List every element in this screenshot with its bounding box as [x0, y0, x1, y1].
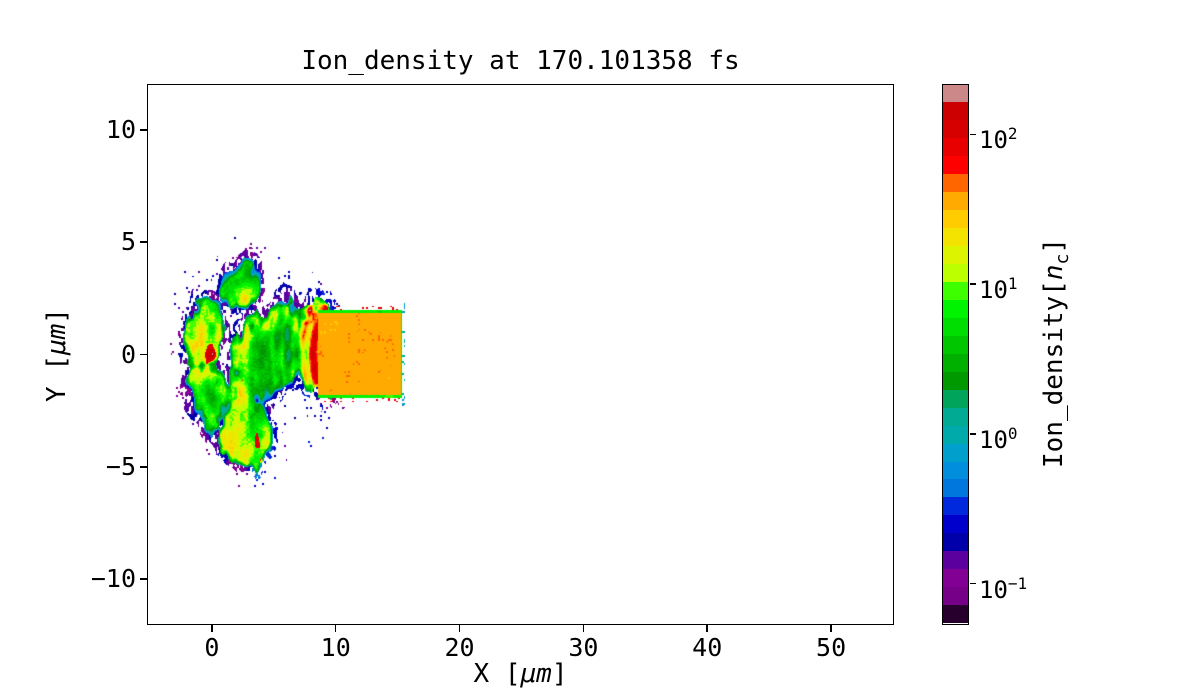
colorbar-tick-label: 10−1: [979, 573, 1028, 604]
y-tick: [140, 466, 147, 468]
x-tick: [458, 625, 461, 632]
plot-title: Ion_density at 170.101358 fs: [301, 46, 740, 76]
colorbar-band: [942, 299, 968, 318]
y-tick: [140, 578, 147, 580]
colorbar-band: [942, 533, 968, 552]
colorbar-band: [942, 102, 968, 121]
x-axis-label-pre: X [: [473, 659, 521, 689]
colorbar-band: [942, 317, 968, 336]
colorbar-band: [942, 425, 968, 444]
heatmap-canvas: [147, 84, 893, 624]
colorbar-band: [942, 461, 968, 480]
y-axis-label-post: ]: [42, 308, 72, 324]
y-tick: [140, 241, 147, 243]
colorbar-band: [942, 551, 968, 570]
colorbar-label: Ion_density[nc]: [1039, 238, 1073, 468]
colorbar-band: [942, 335, 968, 354]
colorbar-band: [942, 353, 968, 372]
y-tick: [140, 353, 147, 356]
colorbar-tick: [969, 283, 976, 285]
x-tick-label: 20: [444, 633, 475, 662]
colorbar-label-pre: Ion_density[: [1038, 280, 1069, 468]
colorbar-band: [942, 443, 968, 462]
colorbar-tick-label: 102: [979, 124, 1018, 155]
colorbar-tick-label: 100: [979, 423, 1018, 454]
y-axis-label-pre: Y [: [42, 355, 72, 402]
x-axis-label-math: μm: [520, 659, 552, 689]
colorbar-band: [942, 281, 968, 300]
x-axis-label: X [μm]: [148, 659, 893, 689]
colorbar-tick-label: 101: [979, 274, 1018, 305]
x-tick: [582, 625, 585, 632]
colorbar-label-post: ]: [1038, 238, 1069, 254]
x-tick: [334, 625, 337, 632]
y-tick: [140, 129, 147, 131]
y-axis-label: Y [μm]: [42, 308, 72, 402]
x-tick-label: 50: [816, 633, 847, 662]
x-tick-label: 30: [568, 633, 599, 662]
colorbar-band: [942, 264, 968, 282]
x-tick: [211, 625, 213, 632]
x-tick-label: 0: [204, 633, 220, 662]
y-tick-label: −10: [90, 564, 136, 594]
colorbar-band: [942, 569, 968, 588]
x-tick-label: 40: [692, 633, 723, 662]
colorbar-band: [942, 156, 968, 175]
colorbar-band: [942, 192, 968, 211]
y-tick-label: 5: [120, 227, 136, 257]
colorbar-label-sub: c: [1052, 253, 1074, 265]
colorbar-band: [942, 389, 968, 408]
x-axis-label-post: ]: [551, 659, 568, 689]
colorbar-band: [942, 174, 968, 193]
colorbar-band: [942, 371, 968, 390]
colorbar-tick: [969, 433, 976, 435]
x-tick: [706, 625, 708, 632]
colorbar-band: [942, 120, 968, 139]
y-axis-label-math: μm: [42, 323, 72, 355]
colorbar-band: [942, 497, 968, 516]
plot-area: [146, 83, 894, 625]
colorbar-band: [942, 479, 968, 498]
colorbar-tick: [969, 582, 976, 585]
x-tick: [830, 625, 832, 632]
colorbar-tick: [969, 133, 976, 136]
colorbar-band: [942, 407, 968, 426]
y-tick-label: 0: [120, 339, 136, 369]
colorbar-band: [942, 138, 968, 157]
y-tick-label: −5: [105, 451, 136, 481]
colorbar: [941, 83, 969, 625]
colorbar-band: [942, 605, 968, 624]
colorbar-band: [942, 587, 968, 606]
colorbar-band: [942, 515, 968, 534]
colorbar-label-var: n: [1038, 264, 1069, 281]
colorbar-band: [942, 246, 968, 265]
colorbar-band: [942, 84, 968, 103]
colorbar-band: [942, 210, 968, 229]
y-tick-label: 10: [105, 114, 136, 144]
x-tick-label: 10: [320, 633, 351, 662]
colorbar-band: [942, 228, 968, 247]
